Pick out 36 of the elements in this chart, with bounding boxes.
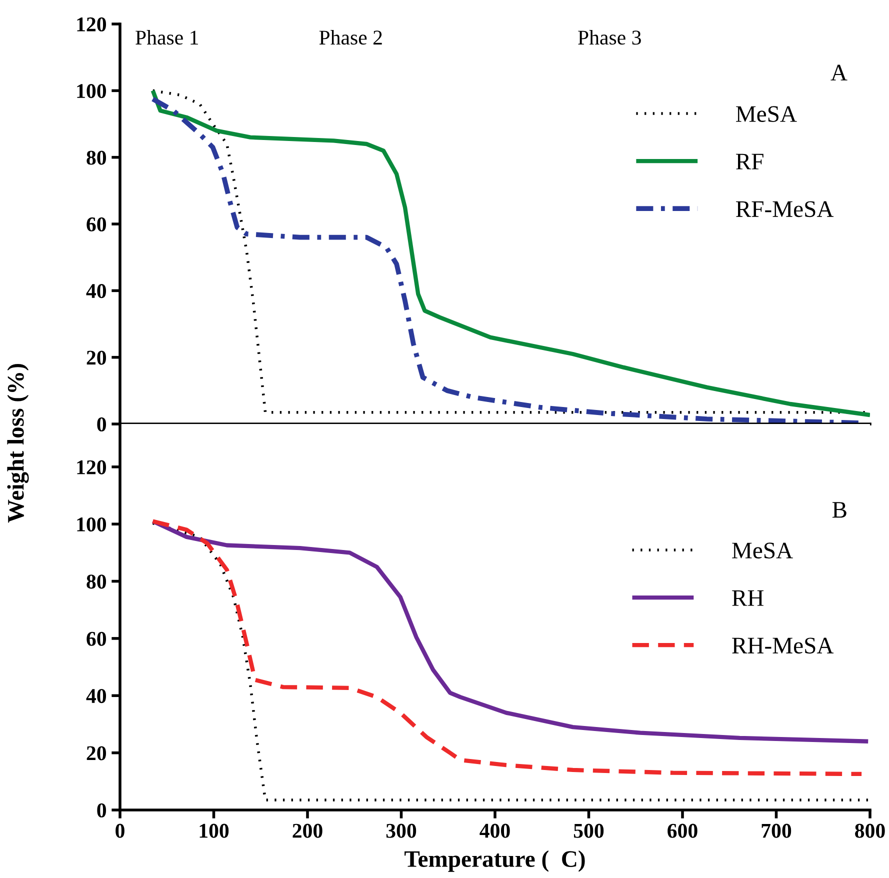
legend-label: RF-MeSA	[736, 201, 834, 218]
x-tick-label: 600	[668, 824, 698, 838]
y-tick-label: 0	[97, 417, 106, 432]
annotation: Phase 2	[319, 30, 382, 45]
legend-label: RF	[736, 154, 764, 170]
legend-label: RH-MeSA	[732, 638, 834, 654]
x-tick-label: 400	[480, 824, 510, 838]
y-axis-title: Weight loss (%)	[7, 364, 29, 523]
x-tick-label: 700	[762, 824, 792, 838]
x-tick-label: 500	[574, 824, 604, 838]
annotation: Phase 1	[136, 30, 198, 45]
annotation: Phase 3	[578, 30, 641, 45]
annotation: B	[832, 502, 846, 518]
y-tick-label: 20	[86, 350, 106, 365]
legend-label: RH	[732, 590, 764, 606]
legend-label: MeSA	[736, 106, 797, 122]
y-tick-label: 120	[77, 460, 106, 474]
y-tick-label: 40	[86, 689, 106, 704]
x-tick-label: 0	[116, 824, 124, 838]
y-tick-label: 80	[86, 150, 106, 165]
x-tick-label: 300	[386, 824, 416, 838]
y-tick-label: 60	[86, 632, 106, 646]
x-tick-label: 100	[200, 824, 229, 838]
y-tick-label: 40	[86, 284, 106, 298]
annotation: A	[830, 64, 848, 80]
y-tick-label: 100	[77, 517, 106, 532]
legend-label: MeSA	[732, 542, 793, 559]
y-tick-label: 80	[86, 574, 106, 589]
y-tick-label: 20	[86, 746, 106, 760]
y-tick-label: 120	[77, 17, 106, 32]
x-tick-label: 200	[292, 824, 322, 838]
x-tick-label: 800	[855, 824, 885, 838]
y-tick-label: 0	[97, 803, 106, 818]
y-tick-label: 100	[77, 84, 106, 98]
y-tick-label: 60	[86, 217, 106, 232]
x-axis-title: Temperature ( C)	[404, 850, 585, 872]
